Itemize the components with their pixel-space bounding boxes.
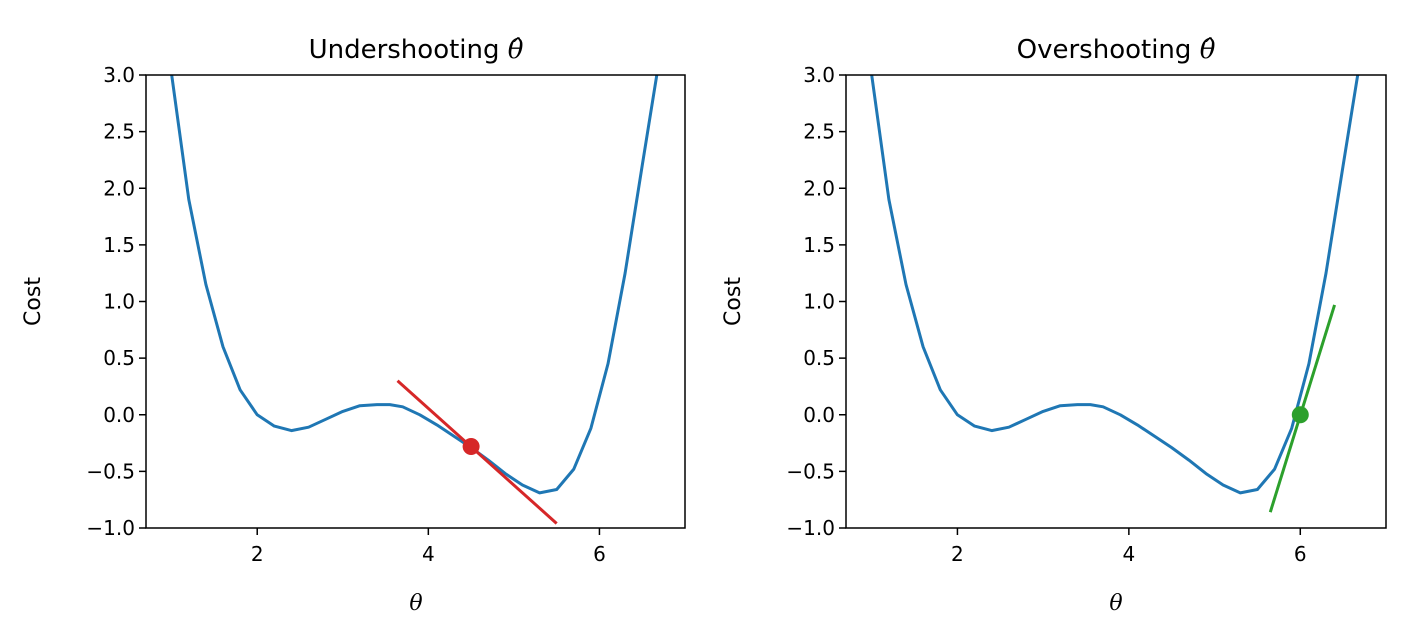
x-tick-label: 4 (422, 542, 435, 566)
cost-curve (870, 75, 1360, 495)
x-tick-label: 2 (951, 542, 964, 566)
y-tick-label: 0.5 (803, 346, 835, 370)
x-axis-label: θ (409, 591, 422, 616)
estimate-point (1291, 406, 1309, 424)
y-tick-label: −0.5 (86, 459, 135, 483)
x-tick-label: 6 (593, 542, 606, 566)
y-axis-label: Cost (21, 277, 46, 326)
x-axis-label: θ (1109, 591, 1122, 616)
y-tick-label: 1.0 (103, 290, 135, 314)
chart-title-text: Undershooting (309, 35, 508, 65)
chart-title: Undershooting θ̂ (309, 35, 524, 65)
estimate-point (462, 437, 480, 455)
y-tick-label: −1.0 (786, 516, 835, 540)
x-tick-label: 6 (1294, 542, 1307, 566)
y-tick-label: 1.5 (803, 233, 835, 257)
y-tick-label: 0.0 (103, 403, 135, 427)
y-tick-label: 0.5 (103, 346, 135, 370)
y-axis-label: Cost (721, 277, 746, 326)
y-tick-label: 2.5 (103, 120, 135, 144)
y-tick-label: 2.0 (803, 176, 835, 200)
chart-panel-2: Overshooting θ̂ 2 4 6 3.0 2.5 2.0 1.5 1.0 0.5 0.0 −… (721, 35, 1387, 616)
axes-frame (145, 74, 686, 529)
x-tick-label: 2 (251, 542, 264, 566)
chart-title-text: Overshooting (1017, 35, 1200, 65)
chart-panel-1: Undershooting θ̂ 2 4 6 3.0 2.5 2.0 1.5 1.0 0.5 0.0… (21, 35, 686, 616)
y-tick-label: 2.5 (803, 120, 835, 144)
y-tick-label: −1.0 (86, 516, 135, 540)
axes-frame (845, 74, 1387, 529)
chart-title: Overshooting θ̂ (1017, 35, 1216, 65)
chart-title-symbol: θ̂ (508, 35, 524, 65)
y-tick-label: 2.0 (103, 176, 135, 200)
y-tick-label: 3.0 (103, 63, 135, 87)
cost-curve (170, 75, 659, 495)
y-tick-label: 1.5 (103, 233, 135, 257)
y-tick-label: 3.0 (803, 63, 835, 87)
x-tick-label: 4 (1122, 542, 1135, 566)
y-tick-label: 0.0 (803, 403, 835, 427)
y-tick-label: 1.0 (803, 290, 835, 314)
chart-title-symbol: θ̂ (1200, 35, 1216, 65)
y-tick-label: −0.5 (786, 459, 835, 483)
